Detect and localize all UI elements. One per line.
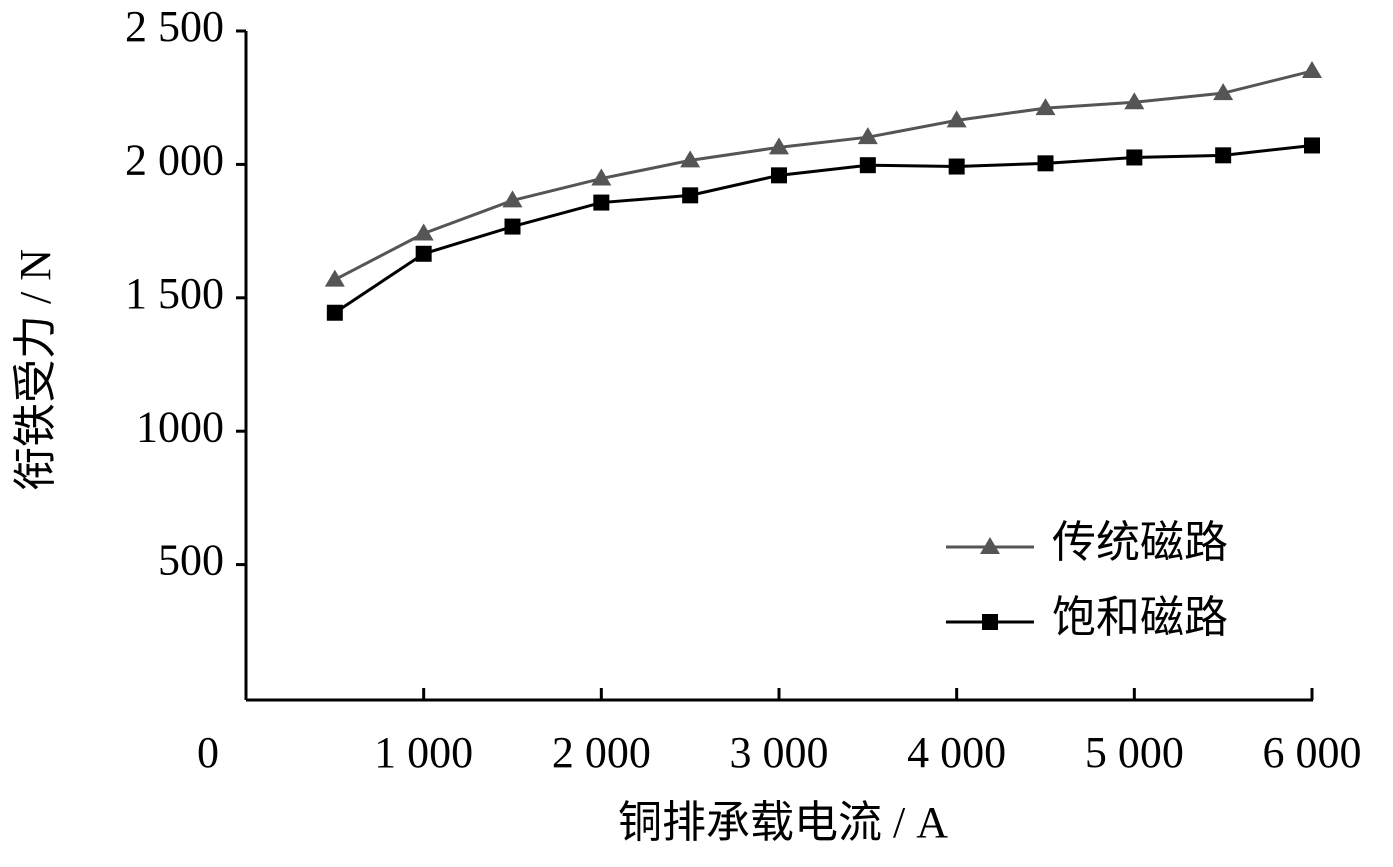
data-point <box>1037 155 1054 172</box>
y-tick-label: 1 500 <box>125 269 224 318</box>
data-point <box>591 168 612 186</box>
series-line <box>334 143 1313 314</box>
data-point <box>1126 149 1143 166</box>
y-tick-label: 2 000 <box>125 135 224 184</box>
legend-marker <box>982 614 998 630</box>
y-tick-label: 500 <box>158 536 224 585</box>
data-point <box>769 137 789 155</box>
data-point <box>324 269 345 287</box>
data-point <box>504 218 521 235</box>
data-point <box>1213 83 1234 101</box>
data-point <box>415 245 432 262</box>
x-tick-label: 0 <box>197 728 219 777</box>
x-tick-label: 6 000 <box>1263 728 1362 777</box>
legend-label: 饱和磁路 <box>1052 593 1228 642</box>
data-point <box>326 304 343 321</box>
data-point <box>502 190 523 208</box>
x-tick-label: 3 000 <box>730 728 829 777</box>
data-point <box>946 110 967 128</box>
x-tick-label: 5 000 <box>1085 728 1184 777</box>
y-tick-label: 1000 <box>136 402 224 451</box>
legend-label: 传统磁路 <box>1052 518 1228 567</box>
y-tick-label: 2 500 <box>125 2 224 51</box>
legend-marker <box>980 537 1000 554</box>
data-point <box>1302 61 1322 79</box>
data-point <box>771 167 787 184</box>
data-point <box>680 150 701 168</box>
x-axis-label: 铜排承载电流 / A <box>618 798 948 847</box>
data-point <box>1304 137 1320 154</box>
data-point <box>857 127 878 145</box>
data-point <box>1035 98 1056 116</box>
data-point <box>413 223 434 241</box>
data-point <box>948 158 965 175</box>
data-point <box>859 157 876 174</box>
data-point <box>1124 92 1145 110</box>
x-tick-label: 1 000 <box>374 728 473 777</box>
x-tick-label: 2 000 <box>552 728 651 777</box>
data-point <box>1215 147 1232 164</box>
series-line <box>334 69 1313 281</box>
data-point <box>682 187 699 204</box>
y-axis-label: 衔铁受力 / N <box>11 249 60 491</box>
data-point <box>593 194 610 211</box>
x-tick-label: 4 000 <box>907 728 1006 777</box>
